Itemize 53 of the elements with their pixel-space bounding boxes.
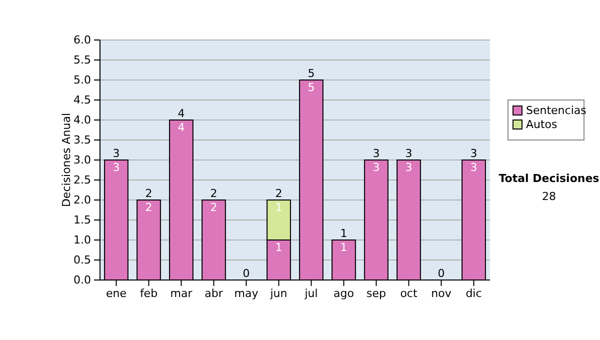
data-label: 1 <box>275 241 282 254</box>
data-label: 1 <box>340 241 348 254</box>
y-tick-label: 1.0 <box>74 234 91 247</box>
x-tick-label: dic <box>466 286 482 300</box>
data-label: 2 <box>145 201 152 214</box>
data-label: 4 <box>178 121 185 134</box>
data-label: 3 <box>372 161 380 174</box>
total-label: 3 <box>405 147 412 160</box>
y-tick-label: 3.5 <box>74 134 91 147</box>
y-tick-label: 0.0 <box>74 274 91 287</box>
y-tick-label: 4.5 <box>74 94 91 107</box>
legend-label: Sentencias <box>526 104 587 117</box>
data-label: 1 <box>275 201 282 214</box>
x-tick-label: oct <box>400 286 418 300</box>
y-tick-label: 0.5 <box>74 254 91 267</box>
x-tick-label: sep <box>366 286 386 300</box>
y-tick-label: 3.0 <box>74 154 91 167</box>
total-label: 2 <box>275 187 282 200</box>
y-tick-label: 2.5 <box>74 174 91 187</box>
x-tick-label: nov <box>431 286 452 300</box>
data-label: 3 <box>405 161 412 174</box>
total-label: 3 <box>372 147 380 160</box>
data-label: 3 <box>112 161 120 174</box>
data-label: 3 <box>470 161 478 174</box>
data-label: 5 <box>308 81 315 94</box>
total-label: 3 <box>470 147 478 160</box>
x-tick-label: abr <box>204 286 224 300</box>
x-tick-label: jul <box>304 286 318 300</box>
y-axis-title: Decisiones Anual <box>60 112 73 208</box>
total-label: 4 <box>178 107 185 120</box>
y-tick-label: 2.0 <box>74 194 91 207</box>
y-tick-label: 4.0 <box>74 114 91 127</box>
y-tick-label: 6.0 <box>74 34 91 47</box>
y-tick-label: 5.5 <box>74 54 91 67</box>
total-label: 2 <box>145 187 152 200</box>
x-tick-label: ene <box>106 286 127 300</box>
y-tick-label: 1.5 <box>74 214 91 227</box>
x-tick-label: may <box>234 286 259 300</box>
legend-label: Autos <box>526 118 558 131</box>
total-label: 0 <box>438 267 445 280</box>
total-label: 2 <box>210 187 218 200</box>
x-tick-label: mar <box>170 286 193 300</box>
y-tick-label: 5.0 <box>74 74 91 87</box>
total-label: 5 <box>308 67 315 80</box>
x-tick-label: feb <box>140 286 158 300</box>
total-label: 1 <box>340 227 348 240</box>
x-tick-label: jun <box>269 286 288 300</box>
text: 28 <box>542 190 556 203</box>
total-label: 3 <box>112 147 120 160</box>
data-label: 2 <box>210 201 218 214</box>
text: Total Decisiones <box>498 172 600 185</box>
x-tick-label: ago <box>334 286 354 300</box>
total-label: 0 <box>242 267 250 280</box>
